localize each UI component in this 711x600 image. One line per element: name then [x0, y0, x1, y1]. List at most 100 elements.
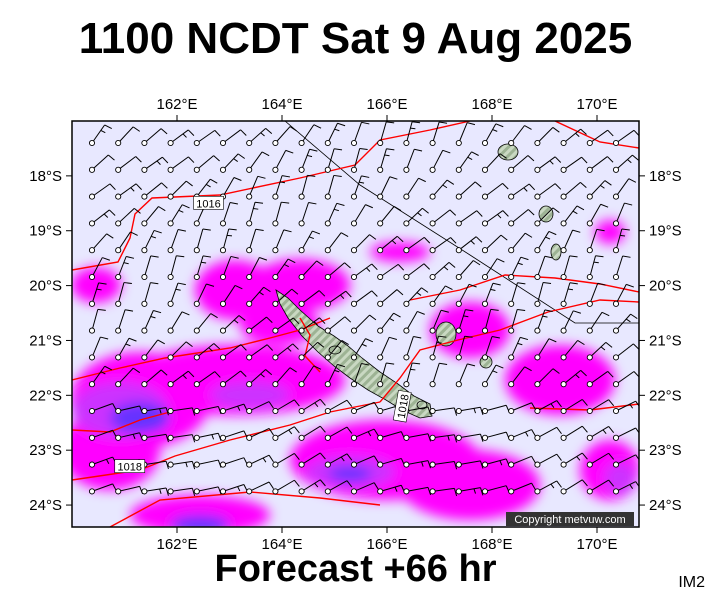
barb-staff	[117, 337, 130, 358]
barb-station	[640, 435, 645, 440]
barb-staff	[196, 459, 219, 466]
wind-barb	[350, 204, 373, 227]
barb-station	[560, 407, 567, 415]
barb-flag	[622, 255, 631, 258]
barb-staff	[432, 237, 451, 251]
barb-staff	[327, 290, 347, 305]
barb-staff	[458, 181, 476, 197]
wind-barb	[88, 209, 116, 227]
wind-barb	[350, 148, 368, 173]
isobar-line	[72, 121, 471, 271]
barb-station	[586, 166, 593, 173]
barb-flag	[577, 340, 585, 346]
barb-staff	[117, 282, 125, 304]
barb-staff	[589, 255, 597, 278]
wind-barb	[429, 285, 453, 307]
barb-staff	[196, 405, 219, 412]
wind-barb	[586, 311, 610, 334]
wind-barb	[324, 339, 349, 361]
barb-flag	[632, 154, 639, 161]
barb-half-flag	[100, 129, 106, 134]
barb-staff	[91, 209, 110, 224]
barb-staff	[510, 256, 522, 278]
barb-staff	[91, 124, 106, 144]
isobar-labels: 1016 1018 1018	[114, 195, 412, 474]
barb-station	[586, 273, 593, 281]
wind-barb	[115, 367, 141, 388]
barb-station	[167, 193, 174, 200]
barb-half-flag	[602, 429, 607, 435]
barb-flag	[345, 290, 352, 298]
barb-staff	[196, 255, 204, 278]
barb-station	[429, 139, 436, 147]
barb-staff	[458, 122, 468, 144]
barb-half-flag	[550, 403, 555, 408]
barb-half-flag	[156, 160, 161, 165]
barb-staff	[615, 202, 625, 224]
barb-flag	[626, 283, 634, 288]
wind-barb	[403, 433, 432, 442]
barb-station	[534, 247, 541, 254]
wind-barb	[167, 180, 193, 200]
wind-barb	[141, 206, 166, 227]
barb-flag	[475, 236, 483, 243]
wind-barb	[167, 204, 190, 227]
barb-flag	[214, 371, 221, 378]
barb-half-flag	[100, 371, 106, 375]
barb-staff	[589, 312, 603, 331]
barb-flag	[480, 407, 484, 416]
barb-staff	[143, 230, 155, 251]
barb-flag	[543, 282, 552, 284]
wind-barb	[403, 460, 432, 469]
barb-station	[612, 327, 620, 334]
barb-flag	[162, 156, 169, 164]
wind-barb	[246, 481, 274, 495]
barb-staff	[537, 368, 554, 385]
barb-staff	[536, 309, 546, 331]
barb-staff	[589, 283, 599, 304]
barb-flag	[263, 286, 271, 293]
barb-staff	[327, 232, 342, 251]
barb-half-flag	[417, 212, 422, 217]
barb-station	[586, 139, 593, 147]
barb-staff	[327, 399, 348, 412]
wind-barb	[88, 365, 113, 388]
barb-station	[272, 273, 279, 281]
wind-barb	[586, 129, 614, 147]
wind-barb	[141, 339, 165, 361]
barb-staff	[353, 234, 370, 251]
lon-label-bottom: 168°E	[471, 536, 512, 553]
barb-staff	[222, 202, 231, 224]
wind-barb	[246, 151, 270, 173]
barb-station	[560, 488, 567, 495]
barb-staff	[353, 482, 375, 492]
barb-flag	[185, 341, 193, 347]
barb-staff	[327, 123, 338, 144]
barb-staff	[222, 457, 245, 466]
isobar-label-text: 1016	[196, 198, 220, 210]
barb-half-flag	[182, 133, 187, 138]
barb-station	[508, 193, 515, 200]
barb-flag	[635, 400, 639, 407]
barb-station	[377, 273, 384, 281]
barb-flag	[467, 363, 476, 367]
barb-staff	[537, 207, 554, 224]
wind-barb	[377, 362, 395, 388]
barb-staff	[589, 426, 609, 439]
barb-station	[481, 327, 489, 334]
barb-staff	[432, 209, 451, 224]
barb-flag	[500, 234, 508, 241]
barb-station	[219, 354, 227, 361]
barb-station	[481, 220, 489, 227]
wind-barb	[377, 121, 395, 147]
barb-staff	[615, 129, 635, 144]
barb-staff	[170, 180, 187, 197]
barb-flag	[319, 479, 326, 487]
barb-flag	[202, 228, 211, 231]
wind-barb	[481, 234, 508, 254]
wind-barb	[167, 255, 185, 281]
barb-staff	[248, 344, 268, 358]
map-frame	[71, 120, 640, 528]
wind-barb	[324, 363, 346, 388]
barb-flag	[240, 370, 247, 377]
